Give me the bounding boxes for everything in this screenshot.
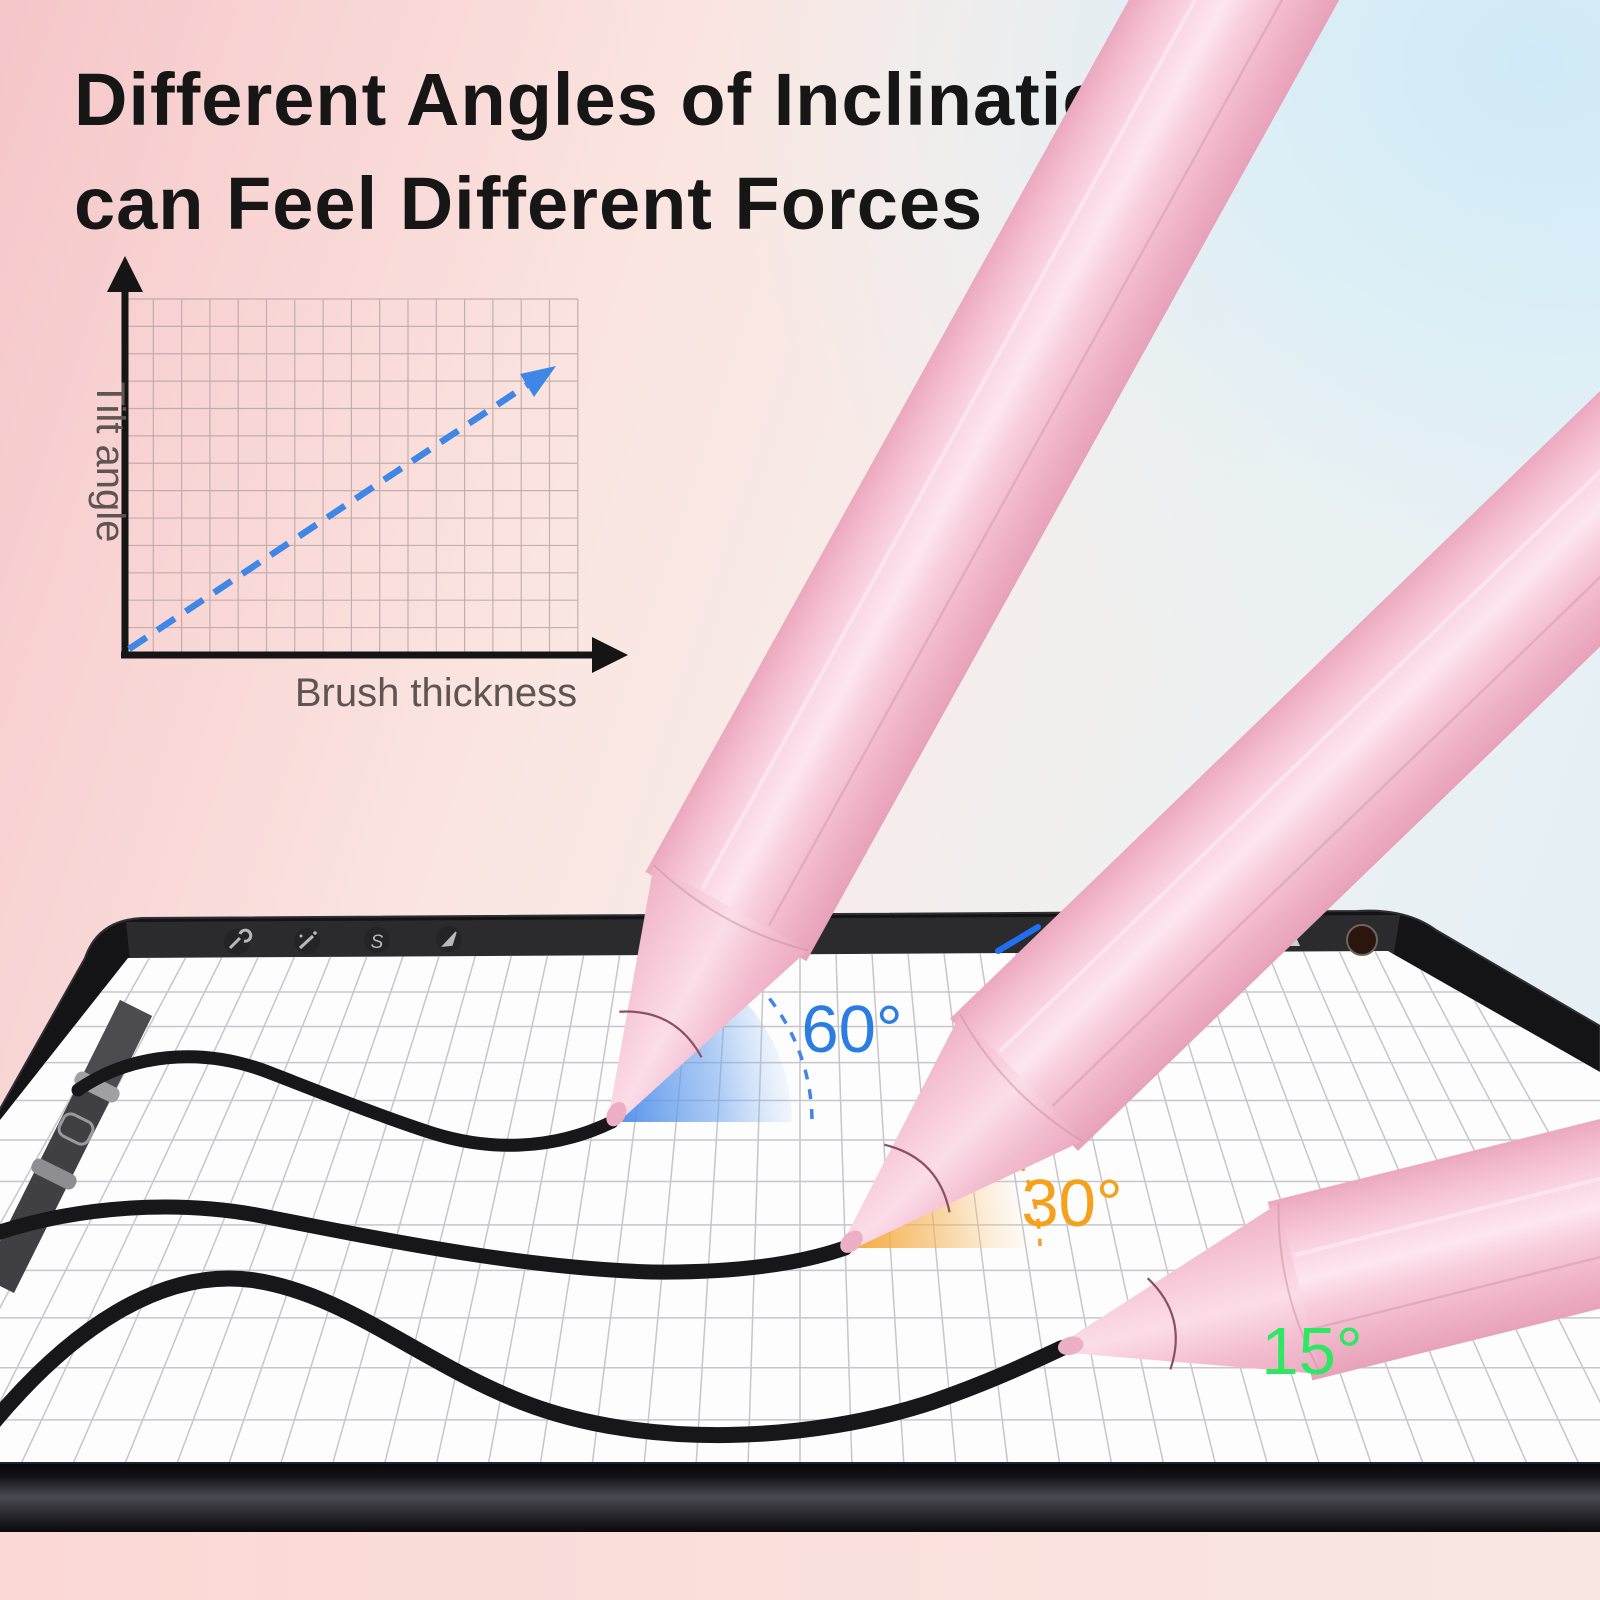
tablet-front-edge (0, 1464, 1600, 1532)
pen-nib (840, 1230, 863, 1253)
pen-tip-seam (619, 1010, 703, 1058)
selection-button[interactable]: S (364, 927, 390, 953)
chart-y-axis-arrow-icon (107, 256, 143, 292)
stylus-pen-60 (606, 0, 1534, 1127)
grid-line (435, 951, 550, 1463)
grid-line (487, 951, 586, 1463)
pen-cone-junction (959, 1014, 1083, 1142)
grid-line (175, 951, 370, 1463)
grid-line (227, 951, 406, 1463)
angle-label-30: 30° (1021, 1166, 1122, 1241)
pen-nib (606, 1101, 627, 1127)
ink-stroke-3 (0, 1270, 1070, 1444)
chart-x-axis-arrow-icon (592, 637, 628, 673)
ink-stroke-2 (0, 1199, 853, 1280)
pen-facet-shadow (1051, 72, 1600, 1107)
ink-stroke-1 (71, 1050, 619, 1152)
angle-labels: 60° 30° 15° (801, 992, 1362, 1389)
pen-facet-highlight (700, 0, 1426, 890)
selection-icon: S (371, 932, 384, 953)
pen-cone-junction (653, 864, 808, 952)
stylus-pen-15 (1057, 838, 1600, 1381)
grid-line (835, 951, 853, 1463)
grid-line (539, 951, 622, 1463)
pen-facet-shadow (767, 0, 1491, 927)
grid-line (383, 951, 514, 1463)
chart-grid (124, 298, 579, 656)
tilt-brush-chart: Tilt angle Brush thickness (88, 256, 628, 715)
pen-body (950, 0, 1600, 1151)
pen-facet-highlight (1293, 893, 1600, 1257)
pen-cone (608, 865, 808, 1125)
title-line-1: Different Angles of Inclination (74, 58, 1155, 141)
grid-line (279, 951, 442, 1463)
chart-x-label: Brush thickness (295, 671, 577, 715)
ink-strokes (0, 1050, 1070, 1444)
pen-tip-seam (884, 1143, 951, 1213)
title-line-2: can Feel Different Forces (74, 162, 984, 245)
stylus-pens (606, 0, 1600, 1381)
actions-wrench-icon (228, 928, 253, 950)
pen-body (645, 0, 1534, 962)
color-swatch[interactable] (1346, 924, 1378, 956)
adjustments-wand-button[interactable] (294, 928, 320, 954)
pen-facet-highlight (998, 16, 1600, 1053)
wand-sparkle-icon (313, 931, 317, 935)
pen-tip-seam (1146, 1277, 1177, 1370)
chart-trend-dashed-line (127, 382, 529, 652)
pen-cone (842, 1014, 1083, 1251)
pen-facet-shadow (1312, 967, 1600, 1330)
stylus-pen-30 (840, 0, 1600, 1253)
wand-sparkle-icon (299, 934, 303, 938)
transform-arrow-icon (441, 931, 457, 947)
chart-y-label: Tilt angle (88, 382, 132, 543)
toolbar-left-icons: S (224, 926, 462, 955)
opacity-slider[interactable] (29, 1156, 79, 1192)
grid-line (331, 951, 478, 1463)
pen-nib (1057, 1336, 1084, 1356)
modify-button[interactable] (56, 1111, 95, 1147)
adjustments-wand-icon (298, 934, 315, 950)
angle-label-15: 15° (1261, 1314, 1362, 1389)
angle-label-60: 60° (801, 992, 902, 1067)
tablet-grid (0, 951, 1600, 1463)
actions-wrench-button[interactable] (224, 928, 253, 955)
page-title: Different Angles of Inclination can Feel… (74, 48, 1155, 256)
chart-trend-arrowhead-icon (520, 366, 556, 397)
pen-cone (1059, 1203, 1322, 1375)
background-below-tablet (0, 1532, 1600, 1600)
transform-arrow-button[interactable] (436, 926, 462, 952)
brush-stroke-icon[interactable] (995, 924, 1041, 954)
pen-cone-junction (1277, 1203, 1322, 1375)
